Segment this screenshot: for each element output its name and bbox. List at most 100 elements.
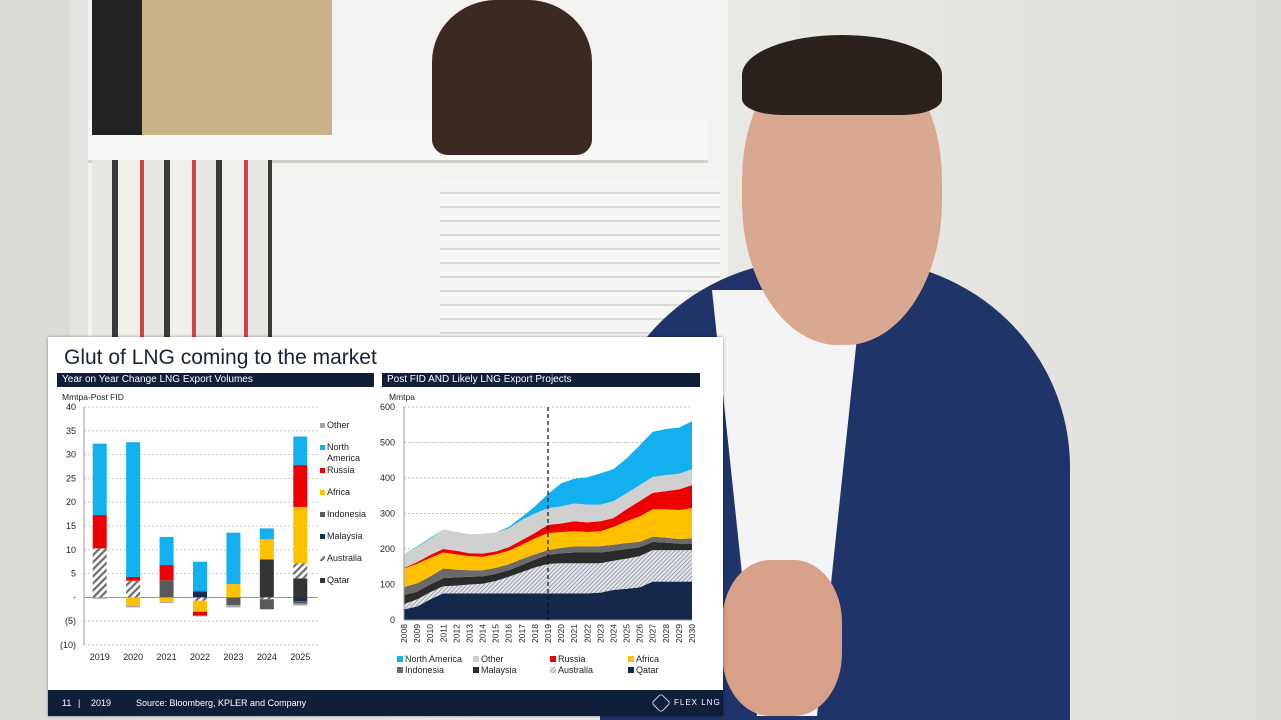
bar-segment-africa: [259, 539, 274, 560]
x-tick-label: 2009: [412, 624, 422, 643]
presentation-slide: Glut of LNG coming to the market Year on…: [48, 337, 723, 716]
bar-segment-russia: [193, 611, 207, 616]
x-tick-label: 2021: [157, 652, 177, 662]
person-hands: [722, 560, 842, 716]
bar-segment-other: [293, 603, 308, 606]
bar-segment-africa: [159, 597, 174, 603]
y-tick-label: 500: [380, 438, 395, 448]
legend-label: Russia: [327, 465, 355, 475]
y-tick-label: -: [73, 592, 76, 602]
legend-swatch: [320, 556, 325, 561]
flex-lng-logo-icon: [651, 693, 671, 713]
x-tick-label: 2022: [190, 652, 210, 662]
x-tick-label: 2026: [635, 624, 645, 643]
legend-label: Qatar: [636, 665, 659, 675]
y-tick-label: 25: [66, 473, 76, 483]
y-tick-label: 35: [66, 426, 76, 436]
bar-segment-other: [126, 605, 141, 608]
right-chart-header: Post FID AND Likely LNG Export Projects: [382, 373, 700, 387]
legend-swatch: [320, 468, 325, 473]
legend-swatch: [397, 656, 403, 662]
bar-segment-russia: [293, 465, 308, 507]
y-tick-label: 200: [380, 544, 395, 554]
right-y-label: Mmtpa: [389, 392, 415, 402]
legend-swatch: [550, 656, 556, 662]
x-tick-label: 2022: [582, 624, 592, 643]
y-tick-label: 30: [66, 450, 76, 460]
legend-label: Indonesia: [405, 665, 444, 675]
x-tick-label: 2012: [451, 624, 461, 643]
x-tick-label: 2023: [223, 652, 243, 662]
legend-swatch: [320, 490, 325, 495]
legend-swatch: [320, 512, 325, 517]
x-tick-label: 2025: [290, 652, 310, 662]
legend-swatch: [320, 445, 325, 450]
x-tick-label: 2015: [491, 624, 501, 643]
x-tick-label: 2024: [257, 652, 277, 662]
bar-segment-other: [193, 615, 207, 617]
x-tick-label: 2019: [90, 652, 110, 662]
page-number: 11: [62, 698, 72, 708]
legend-swatch: [320, 578, 325, 583]
bar-segment-other: [92, 597, 107, 599]
bar-segment-russia: [126, 576, 141, 581]
y-tick-label: (5): [65, 616, 76, 626]
legend-swatch: [550, 667, 556, 673]
y-tick-label: 5: [71, 569, 76, 579]
x-tick-label: 2016: [504, 624, 514, 643]
area-malaysia: [404, 541, 692, 605]
bar-segment-australia: [92, 548, 107, 598]
bar-segment-other: [159, 602, 174, 604]
x-tick-label: 2021: [569, 624, 579, 643]
legend-label: Africa: [636, 654, 659, 664]
y-tick-label: 100: [380, 580, 395, 590]
y-tick-label: 300: [380, 509, 395, 519]
legend-label: Australia: [327, 553, 362, 563]
legend-swatch: [320, 534, 325, 539]
bar-segment-indonesia: [293, 601, 308, 604]
bar-segment-north-america: [293, 436, 308, 466]
bar-segment-australia: [293, 563, 308, 579]
poster: [92, 0, 332, 135]
bar-segment-indonesia: [159, 580, 174, 598]
bar-segment-africa: [226, 584, 241, 598]
left-chart-header: Year on Year Change LNG Export Volumes: [57, 373, 374, 387]
x-tick-label: 2020: [556, 624, 566, 643]
bar-segment-north-america: [226, 532, 241, 585]
bar-segment-qatar: [259, 559, 274, 598]
legend-label: North: [327, 442, 349, 452]
footer-separator: |: [78, 698, 81, 708]
x-tick-label: 2027: [648, 624, 658, 643]
bar-segment-malaysia: [193, 591, 207, 598]
bar-segment-australia: [259, 597, 274, 600]
x-tick-label: 2018: [530, 624, 540, 643]
area-indonesia: [404, 536, 692, 596]
bar-segment-qatar: [293, 578, 308, 598]
y-tick-label: 20: [66, 497, 76, 507]
legend-label: Malaysia: [327, 531, 363, 541]
x-tick-label: 2017: [517, 624, 527, 643]
area-north-america: [404, 421, 692, 555]
legend-label: North America: [405, 654, 462, 664]
footer-source: Source: Bloomberg, KPLER and Company: [136, 698, 307, 708]
bar-segment-north-america: [259, 528, 274, 540]
x-tick-label: 2025: [622, 624, 632, 643]
legend-label: Australia: [558, 665, 593, 675]
bar-segment-russia: [159, 565, 174, 581]
bar-segment-indonesia: [259, 599, 274, 610]
bar-segment-other: [226, 605, 241, 608]
bar-segment-north-america: [193, 561, 207, 592]
legend-label: Other: [481, 654, 504, 664]
books: [92, 160, 272, 338]
bar-segment-malaysia: [293, 597, 308, 602]
y-tick-label: 600: [380, 402, 395, 412]
x-tick-label: 2024: [608, 624, 618, 643]
area-qatar: [404, 581, 692, 620]
y-tick-label: 400: [380, 473, 395, 483]
legend-label: Russia: [558, 654, 586, 664]
x-tick-label: 2028: [661, 624, 671, 643]
elephant-figure: [432, 0, 592, 155]
x-tick-label: 2030: [687, 624, 697, 643]
legend-label: America: [327, 453, 360, 463]
legend-swatch: [628, 656, 634, 662]
